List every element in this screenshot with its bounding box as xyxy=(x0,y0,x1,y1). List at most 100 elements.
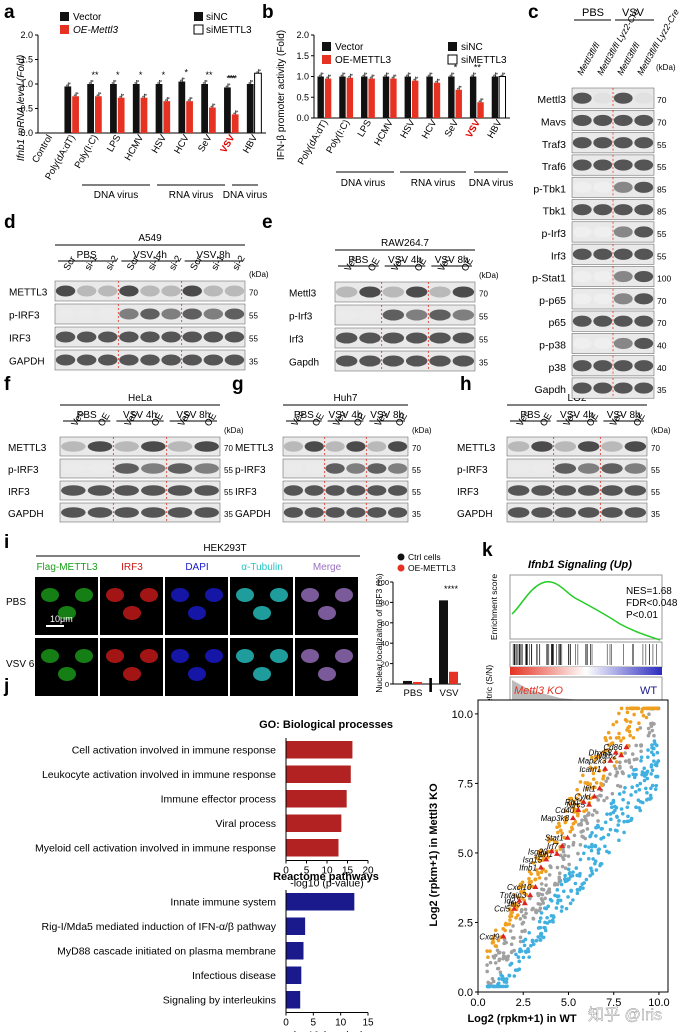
l-gene-label: Irf7 xyxy=(547,842,559,851)
l-point xyxy=(544,869,548,874)
blot-band xyxy=(593,92,613,104)
l-point xyxy=(650,743,654,747)
blot-band xyxy=(613,315,633,327)
l-point xyxy=(549,865,553,870)
panel-letter-l: l xyxy=(428,676,433,697)
l-point xyxy=(540,892,545,897)
l-point xyxy=(515,904,520,909)
l-point xyxy=(614,766,618,771)
cell-blob xyxy=(335,588,353,602)
blot-band xyxy=(304,463,324,474)
blot-c-kda: 70 xyxy=(657,117,667,127)
l-point xyxy=(538,932,543,936)
l-point xyxy=(512,936,516,940)
blot-band xyxy=(119,308,139,320)
blot-band xyxy=(531,485,553,496)
cell-blob xyxy=(318,606,336,620)
l-point xyxy=(591,771,596,776)
bar-OE-METTL3 xyxy=(324,78,332,118)
l-point xyxy=(652,739,657,743)
blot-band xyxy=(346,485,366,496)
data-point xyxy=(76,92,79,95)
l-point xyxy=(611,810,616,815)
l-marker xyxy=(607,757,614,763)
data-point xyxy=(67,83,70,86)
data-point xyxy=(190,97,193,100)
data-point xyxy=(135,81,138,83)
blot-band xyxy=(87,441,113,452)
l-point xyxy=(651,706,656,711)
l-point xyxy=(638,726,643,730)
cell-blob xyxy=(270,649,288,663)
j-title: Reactome pathways xyxy=(273,871,379,883)
l-point xyxy=(566,844,571,849)
j-bar xyxy=(286,741,353,759)
l-point xyxy=(536,870,540,875)
blot-band xyxy=(335,332,358,344)
blot-band xyxy=(429,286,451,298)
l-point xyxy=(577,792,581,797)
significance-star: * xyxy=(116,70,120,80)
l-point xyxy=(614,736,619,740)
blot-kda: 70 xyxy=(249,289,258,298)
data-point xyxy=(342,73,344,76)
bar-OE-Mettl3 xyxy=(117,97,125,133)
blot-band xyxy=(140,285,160,297)
panel-j-charts: GO: Biological processes Cell activation … xyxy=(35,719,393,1032)
blot-condition: VSV 8h xyxy=(196,250,230,261)
blot-band xyxy=(634,382,654,394)
blot-band xyxy=(634,181,654,193)
l-point xyxy=(490,977,495,981)
j-category: Leukocyte activation involved in immune … xyxy=(42,769,276,781)
l-marker xyxy=(580,798,587,804)
significance-star: ** xyxy=(205,70,213,80)
bar-OE-METTL3 xyxy=(412,80,419,118)
l-point xyxy=(563,866,568,870)
l-point xyxy=(543,920,547,925)
l-point xyxy=(521,889,526,894)
data-point xyxy=(500,74,503,77)
l-point xyxy=(626,819,631,824)
l-point xyxy=(643,771,647,776)
l-point xyxy=(575,891,580,896)
data-point xyxy=(145,93,147,96)
blot-kda: 55 xyxy=(249,335,258,344)
l-marker xyxy=(596,785,603,791)
l-point xyxy=(620,770,625,774)
l-point xyxy=(508,929,513,933)
l-point xyxy=(646,726,651,731)
data-point xyxy=(472,73,475,76)
blot-band xyxy=(405,286,428,298)
panel-i-ylabel: Nuclear localizaiton of IRF3 (%) xyxy=(374,573,384,693)
blot-band xyxy=(325,441,345,452)
panel-letter-f: f xyxy=(4,374,11,395)
blot-band xyxy=(613,92,633,104)
l-point xyxy=(629,816,634,821)
micrograph-tile xyxy=(295,577,358,635)
l-point xyxy=(491,937,495,941)
l-point xyxy=(547,839,551,843)
data-point xyxy=(385,73,388,76)
panel-i-row-vsv: VSV 6h xyxy=(6,659,40,670)
l-marker xyxy=(618,752,625,758)
l-gene-label: Cyld xyxy=(574,792,591,801)
blot-band xyxy=(382,309,405,321)
cell-blob xyxy=(188,606,206,620)
blot-row-label: GAPDH xyxy=(457,509,493,520)
l-point xyxy=(654,783,659,788)
data-point xyxy=(251,80,254,82)
legend-swatch-oe-i xyxy=(397,564,405,572)
blot-band xyxy=(634,137,654,149)
y-tick-label: 1.0 xyxy=(296,72,309,82)
l-point xyxy=(572,833,577,838)
blot-c-row-label: Tbk1 xyxy=(543,206,567,218)
legend-swatch-vector xyxy=(60,12,69,21)
blot-c-row-label: p-p65 xyxy=(539,295,566,307)
l-x-tick-label: 0.0 xyxy=(470,997,485,1009)
l-point xyxy=(596,851,601,855)
blot-c-kda-header: (kDa) xyxy=(656,63,676,72)
blot-band xyxy=(405,355,428,367)
l-point xyxy=(568,829,573,834)
l-point xyxy=(632,712,636,717)
